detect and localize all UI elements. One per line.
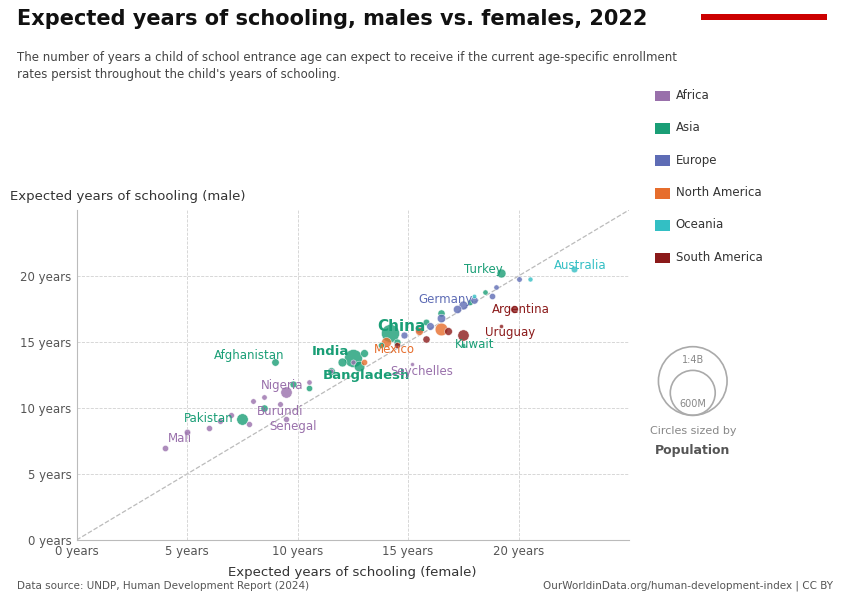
Point bbox=[280, 414, 293, 424]
Point bbox=[158, 443, 172, 452]
Text: Asia: Asia bbox=[676, 121, 700, 134]
Point bbox=[324, 366, 337, 376]
Point bbox=[324, 366, 337, 376]
Point bbox=[224, 410, 238, 419]
Point bbox=[390, 337, 404, 347]
Point bbox=[213, 416, 227, 426]
Point bbox=[494, 322, 507, 331]
Text: Uruguay: Uruguay bbox=[484, 326, 535, 339]
Point bbox=[434, 313, 448, 323]
Text: Kuwait: Kuwait bbox=[455, 338, 494, 351]
Point bbox=[507, 304, 521, 314]
Text: Europe: Europe bbox=[676, 154, 717, 167]
Point bbox=[456, 331, 470, 340]
Text: Afghanistan: Afghanistan bbox=[213, 349, 284, 362]
Text: Our World
in Data: Our World in Data bbox=[731, 26, 797, 56]
Point bbox=[357, 348, 371, 358]
Text: North America: North America bbox=[676, 186, 762, 199]
Point bbox=[246, 397, 260, 406]
Point bbox=[280, 388, 293, 397]
X-axis label: Expected years of schooling (female): Expected years of schooling (female) bbox=[229, 566, 477, 579]
Text: Mexico: Mexico bbox=[374, 343, 416, 356]
Point bbox=[468, 291, 481, 301]
Point bbox=[479, 287, 492, 296]
Point bbox=[286, 379, 300, 389]
Text: Turkey: Turkey bbox=[464, 263, 502, 276]
Text: Circles sized by: Circles sized by bbox=[649, 426, 736, 436]
Text: Burundi: Burundi bbox=[257, 406, 303, 418]
Text: Pakistan: Pakistan bbox=[184, 412, 234, 425]
Text: Oceania: Oceania bbox=[676, 218, 724, 232]
Point bbox=[202, 423, 216, 433]
Point bbox=[450, 304, 463, 314]
Text: Argentina: Argentina bbox=[492, 302, 550, 316]
Point bbox=[456, 300, 470, 310]
Text: 1:4B: 1:4B bbox=[682, 355, 704, 365]
Point bbox=[258, 392, 271, 402]
Text: Population: Population bbox=[655, 444, 730, 457]
Point bbox=[353, 361, 366, 371]
Text: Africa: Africa bbox=[676, 89, 710, 102]
Text: China: China bbox=[377, 319, 426, 334]
Text: Nigeria: Nigeria bbox=[261, 379, 303, 392]
Point bbox=[375, 340, 388, 349]
Point bbox=[485, 291, 499, 301]
Text: Germany: Germany bbox=[418, 293, 473, 306]
Text: Mali: Mali bbox=[168, 432, 192, 445]
Point bbox=[494, 269, 507, 278]
Point bbox=[335, 357, 348, 367]
Point bbox=[235, 414, 249, 424]
Point bbox=[302, 383, 315, 393]
Point bbox=[357, 357, 371, 367]
Text: Data source: UNDP, Human Development Report (2024): Data source: UNDP, Human Development Rep… bbox=[17, 581, 309, 591]
Point bbox=[423, 322, 437, 331]
Point bbox=[434, 324, 448, 334]
Point bbox=[468, 295, 481, 305]
Point bbox=[390, 340, 404, 349]
Point bbox=[242, 419, 256, 428]
Point bbox=[412, 324, 426, 334]
Point bbox=[397, 331, 411, 340]
Point bbox=[512, 274, 525, 283]
Point bbox=[441, 326, 455, 336]
Text: Australia: Australia bbox=[554, 259, 607, 272]
Text: Bangladesh: Bangladesh bbox=[322, 368, 410, 382]
Point bbox=[419, 317, 433, 327]
Point bbox=[258, 403, 271, 413]
Text: Seychelles: Seychelles bbox=[390, 365, 453, 377]
Text: India: India bbox=[312, 345, 349, 358]
FancyBboxPatch shape bbox=[701, 14, 827, 20]
Point bbox=[346, 353, 360, 362]
Text: OurWorldinData.org/human-development-index | CC BY: OurWorldinData.org/human-development-ind… bbox=[543, 581, 833, 591]
Point bbox=[302, 377, 315, 386]
Text: Expected years of schooling (male): Expected years of schooling (male) bbox=[10, 190, 246, 203]
Point bbox=[434, 308, 448, 318]
Point bbox=[419, 335, 433, 344]
Point bbox=[523, 274, 536, 283]
Point bbox=[490, 282, 503, 292]
Text: The number of years a child of school entrance age can expect to receive if the : The number of years a child of school en… bbox=[17, 51, 677, 81]
Point bbox=[269, 357, 282, 367]
Text: 600M: 600M bbox=[679, 399, 706, 409]
Point bbox=[383, 328, 397, 338]
Point bbox=[405, 359, 419, 369]
Text: South America: South America bbox=[676, 251, 762, 264]
Text: Expected years of schooling, males vs. females, 2022: Expected years of schooling, males vs. f… bbox=[17, 9, 648, 29]
Point bbox=[379, 337, 393, 347]
Point bbox=[412, 326, 426, 336]
Point bbox=[456, 340, 470, 349]
Point bbox=[463, 298, 477, 307]
Text: Senegal: Senegal bbox=[269, 420, 317, 433]
Point bbox=[273, 399, 286, 409]
Point bbox=[567, 265, 581, 274]
Point bbox=[180, 427, 194, 437]
Point bbox=[346, 357, 360, 367]
